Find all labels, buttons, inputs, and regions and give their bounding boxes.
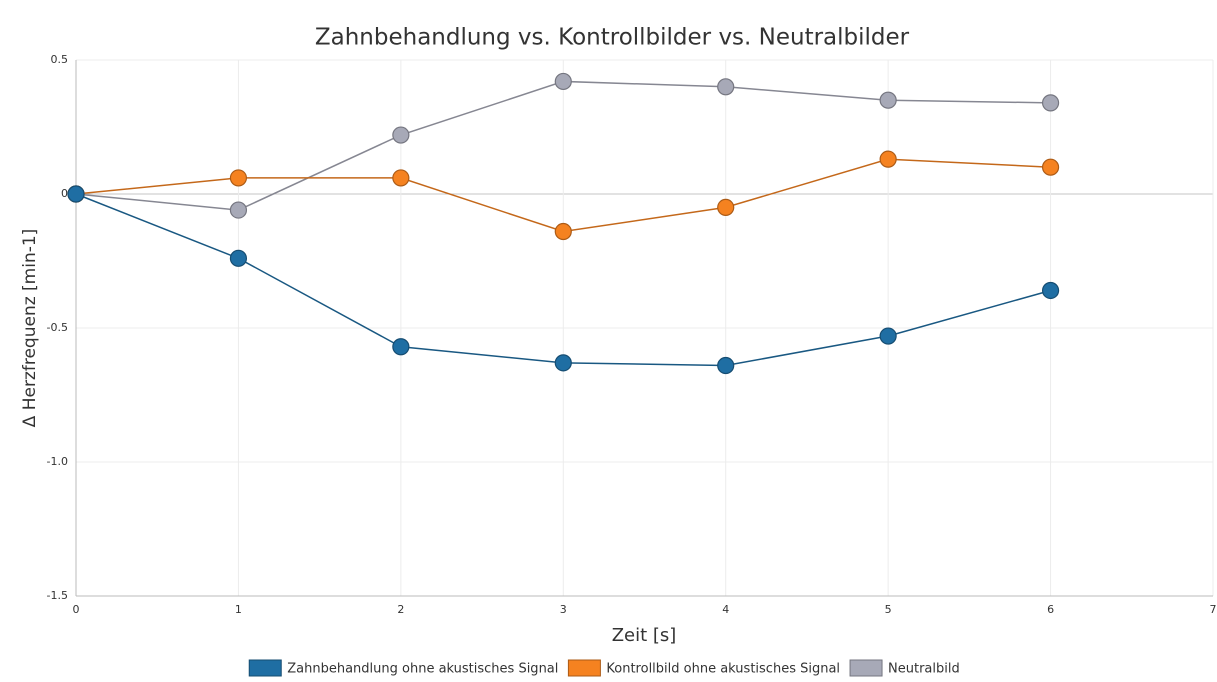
- legend-swatch: [248, 659, 282, 677]
- data-point: [392, 169, 410, 187]
- legend-swatch: [567, 659, 601, 677]
- x-tick-label: 5: [885, 603, 892, 616]
- data-point: [717, 198, 735, 216]
- y-tick-label: -1.5: [47, 589, 68, 602]
- data-point: [554, 222, 572, 241]
- data-point: [1041, 158, 1060, 176]
- data-point: [554, 72, 572, 91]
- y-tick-label: -0.5: [47, 321, 68, 334]
- y-tick-label: -1.0: [47, 455, 68, 468]
- x-tick-label: 0: [73, 603, 80, 616]
- data-point: [1041, 281, 1060, 300]
- y-tick-label: 0: [61, 187, 68, 200]
- data-point: [1041, 94, 1060, 112]
- data-point: [879, 150, 897, 168]
- data-point: [392, 338, 410, 356]
- data-point: [879, 327, 897, 345]
- data-point: [229, 201, 248, 219]
- legend-label: Zahnbehandlung ohne akustisches Signal: [287, 662, 558, 677]
- legend-swatch: [849, 659, 883, 677]
- legend-label: Kontrollbild ohne akustisches Signal: [606, 662, 840, 677]
- data-point: [717, 78, 735, 96]
- data-point: [229, 249, 248, 267]
- data-point: [229, 169, 248, 187]
- data-point: [392, 126, 410, 144]
- x-axis-title: Zeit [s]: [612, 625, 677, 646]
- x-tick-label: 4: [722, 603, 729, 616]
- data-point: [717, 356, 735, 375]
- legend-label: Neutralbild: [888, 662, 960, 677]
- y-tick-label: 0.5: [51, 53, 69, 66]
- x-tick-label: 3: [560, 603, 567, 616]
- data-point: [554, 354, 572, 372]
- x-tick-label: 6: [1047, 603, 1054, 616]
- x-tick-label: 1: [235, 603, 242, 616]
- data-point: [879, 91, 897, 109]
- chart-title: Zahnbehandlung vs. Kontrollbilder vs. Ne…: [315, 25, 910, 51]
- data-point: [67, 185, 85, 203]
- x-tick-label: 7: [1210, 603, 1217, 616]
- y-axis-title: Δ Herzfrequenz [min-1]: [20, 229, 40, 428]
- x-tick-label: 2: [397, 603, 404, 616]
